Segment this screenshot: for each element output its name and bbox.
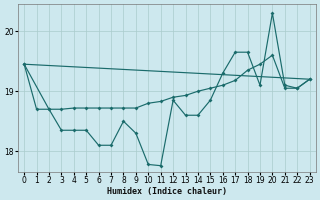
X-axis label: Humidex (Indice chaleur): Humidex (Indice chaleur)	[107, 187, 227, 196]
